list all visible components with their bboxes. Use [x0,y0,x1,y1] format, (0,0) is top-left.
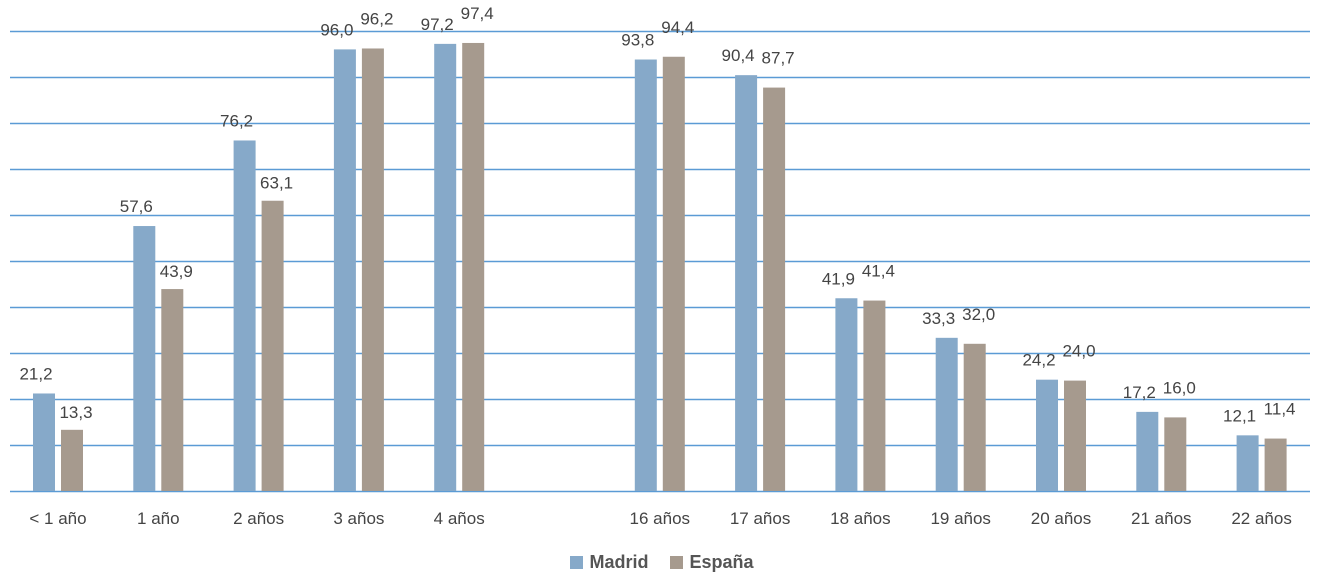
bar-madrid[interactable] [1036,379,1058,491]
bar-madrid[interactable] [133,226,156,492]
data-label-madrid: 90,4 [722,46,755,65]
bar-espana[interactable] [662,56,685,491]
data-label-espana: 24,0 [1062,342,1095,361]
data-label-madrid: 21,2 [19,364,52,383]
bar-madrid[interactable] [233,140,256,492]
bar-espana[interactable] [963,343,986,491]
x-tick-label: 21 años [1131,509,1192,528]
legend: Madrid España [0,552,1324,573]
bar-madrid[interactable] [835,298,858,491]
x-tick-label: 4 años [434,509,485,528]
data-label-espana: 97,4 [461,4,494,23]
bar-espana[interactable] [161,289,184,491]
x-tick-label: 16 años [630,509,691,528]
bar-espana[interactable] [61,429,83,491]
data-label-espana: 87,7 [762,49,795,68]
bar-madrid[interactable] [935,337,958,491]
data-labels: 21,2 13,3 57,6 43,9 76,2 63,1 96,0 96,2 97,2 97,4… [19,4,1295,425]
data-label-espana: 32,0 [962,305,995,324]
x-tick-label: 3 años [333,509,384,528]
legend-label-espana: España [689,552,754,572]
data-label-madrid: 41,9 [822,269,855,288]
data-label-madrid: 12,1 [1223,406,1256,425]
legend-swatch-espana [670,556,684,569]
x-axis-ticks: < 1 año 1 año 2 años 3 años 4 años 16 años 17 … [29,509,1291,528]
data-label-espana: 43,9 [160,262,193,281]
data-label-espana: 94,4 [661,18,694,37]
legend-label-madrid: Madrid [589,552,649,572]
data-label-espana: 41,4 [862,262,895,281]
bar-espana[interactable] [863,300,886,491]
bar-espana[interactable] [1264,438,1287,491]
legend-swatch-madrid [570,556,584,569]
data-label-espana: 16,0 [1163,378,1196,397]
data-label-madrid: 96,0 [320,20,353,39]
bar-espana[interactable] [1164,417,1187,491]
data-label-madrid: 76,2 [220,111,253,130]
x-tick-label: 19 años [930,509,991,528]
legend-item-espana[interactable]: España [670,552,754,573]
data-label-espana: 13,3 [59,403,92,422]
bar-madrid[interactable] [333,49,356,492]
bar-madrid[interactable] [1136,411,1159,491]
x-tick-label: 20 años [1031,509,1092,528]
x-tick-label: 22 años [1231,509,1292,528]
x-tick-label: 18 años [830,509,891,528]
x-tick-label: < 1 año [29,509,86,528]
data-label-espana: 63,1 [260,174,293,193]
bar-espana[interactable] [261,200,284,492]
gridlines [10,30,1310,493]
bar-espana[interactable] [1064,380,1086,491]
bar-espana[interactable] [462,42,485,492]
data-label-madrid: 33,3 [922,309,955,328]
bar-madrid[interactable] [33,393,55,491]
bar-madrid[interactable] [735,75,758,491]
x-tick-label: 17 años [730,509,791,528]
x-tick-label: 1 año [137,509,180,528]
x-tick-label: 2 años [233,509,284,528]
bar-madrid[interactable] [1236,435,1259,491]
data-label-espana: 96,2 [360,9,393,28]
data-label-madrid: 93,8 [621,31,654,50]
data-label-madrid: 24,2 [1022,351,1055,370]
data-label-madrid: 97,2 [421,15,454,34]
bar-espana[interactable] [361,48,384,491]
data-label-espana: 11,4 [1264,400,1296,419]
data-label-madrid: 17,2 [1123,383,1156,402]
bar-espana[interactable] [763,87,786,491]
bars [33,42,1287,492]
legend-item-madrid[interactable]: Madrid [570,552,648,573]
bar-madrid[interactable] [634,59,657,492]
bar-madrid[interactable] [434,43,457,491]
data-label-madrid: 57,6 [120,197,153,216]
